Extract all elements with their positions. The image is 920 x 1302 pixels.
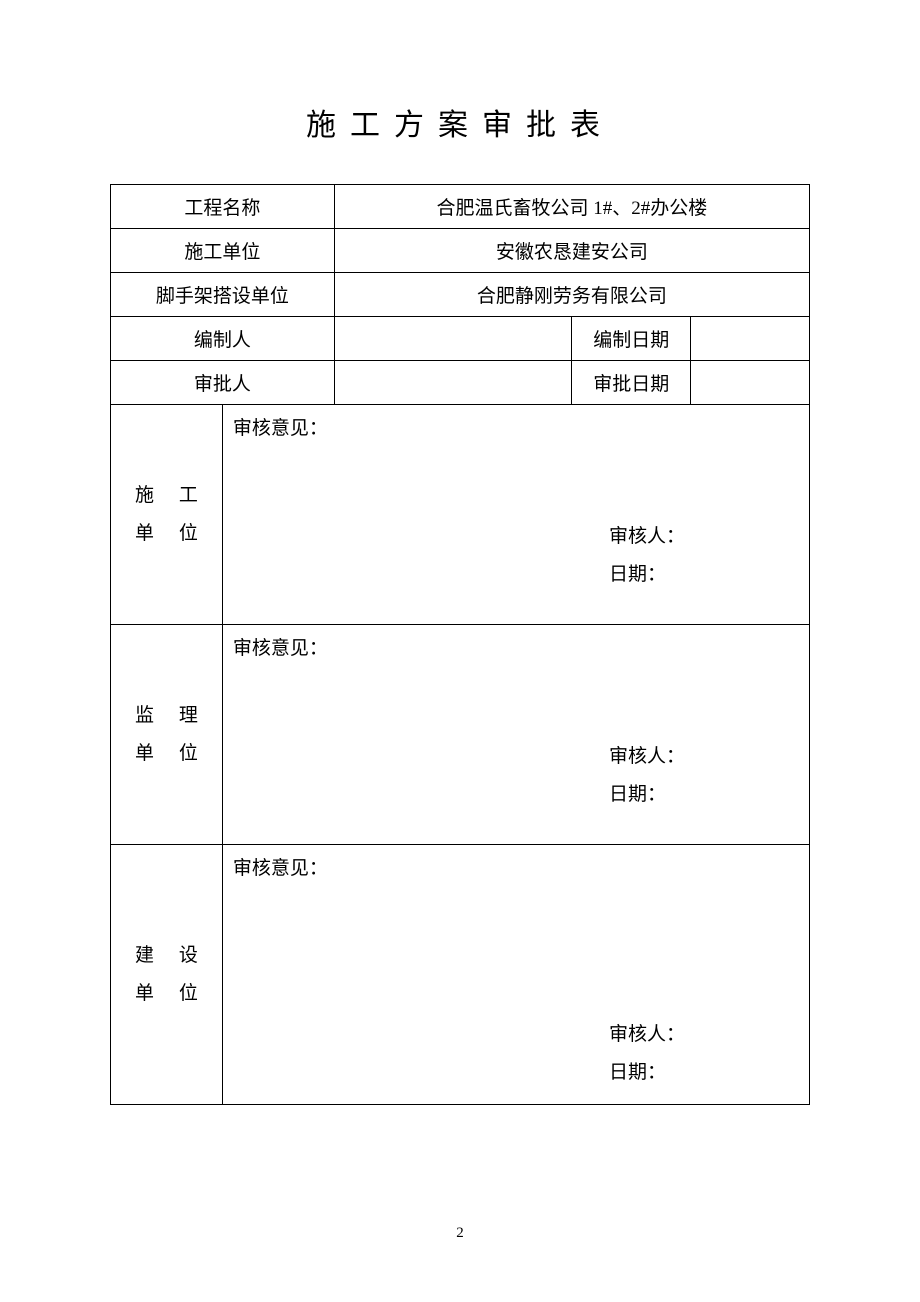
signer-block-supervision: 审核人： 日期： [609, 738, 769, 814]
signer-label-owner: 审核人： [609, 1016, 769, 1054]
row-scaffold-unit: 脚手架搭设单位 合肥静刚劳务有限公司 [111, 273, 810, 317]
row-project-name: 工程名称 合肥温氏畜牧公司 1#、2#办公楼 [111, 185, 810, 229]
page-title: 施工方案审批表 [110, 100, 810, 144]
review-row-construction: 施工 单位 审核意见： 审核人： 日期： [111, 405, 810, 625]
review-label-construction: 施工 单位 [111, 405, 223, 625]
page-number: 2 [0, 1225, 920, 1242]
review-label-supervision: 监理 单位 [111, 625, 223, 845]
row-compiler: 编制人 编制日期 [111, 317, 810, 361]
signer-block-owner: 审核人： 日期： [609, 1016, 769, 1092]
approve-date-value [691, 361, 810, 405]
approval-table: 工程名称 合肥温氏畜牧公司 1#、2#办公楼 施工单位 安徽农恳建安公司 脚手架… [110, 184, 810, 1105]
row-construction-unit: 施工单位 安徽农恳建安公司 [111, 229, 810, 273]
date-label-owner: 日期： [609, 1054, 769, 1092]
compile-date-label: 编制日期 [572, 317, 691, 361]
opinion-label-supervision: 审核意见： [233, 633, 328, 660]
signer-block-construction: 审核人： 日期： [609, 518, 769, 594]
review-content-supervision: 审核意见： 审核人： 日期： [222, 625, 809, 845]
project-name-value: 合肥温氏畜牧公司 1#、2#办公楼 [334, 185, 809, 229]
compiler-label: 编制人 [111, 317, 335, 361]
project-name-label: 工程名称 [111, 185, 335, 229]
approve-date-label: 审批日期 [572, 361, 691, 405]
construction-unit-value: 安徽农恳建安公司 [334, 229, 809, 273]
signer-label-construction: 审核人： [609, 518, 769, 556]
approver-label: 审批人 [111, 361, 335, 405]
signer-label-supervision: 审核人： [609, 738, 769, 776]
date-label-supervision: 日期： [609, 776, 769, 814]
scaffold-unit-label: 脚手架搭设单位 [111, 273, 335, 317]
date-label-construction: 日期： [609, 556, 769, 594]
construction-unit-label: 施工单位 [111, 229, 335, 273]
review-label-owner: 建设 单位 [111, 845, 223, 1105]
opinion-label-owner: 审核意见： [233, 853, 328, 880]
review-content-construction: 审核意见： 审核人： 日期： [222, 405, 809, 625]
review-row-owner: 建设 单位 审核意见： 审核人： 日期： [111, 845, 810, 1105]
compiler-value [334, 317, 572, 361]
review-row-supervision: 监理 单位 审核意见： 审核人： 日期： [111, 625, 810, 845]
compile-date-value [691, 317, 810, 361]
scaffold-unit-value: 合肥静刚劳务有限公司 [334, 273, 809, 317]
opinion-label-construction: 审核意见： [233, 413, 328, 440]
row-approver: 审批人 审批日期 [111, 361, 810, 405]
review-content-owner: 审核意见： 审核人： 日期： [222, 845, 809, 1105]
approver-value [334, 361, 572, 405]
